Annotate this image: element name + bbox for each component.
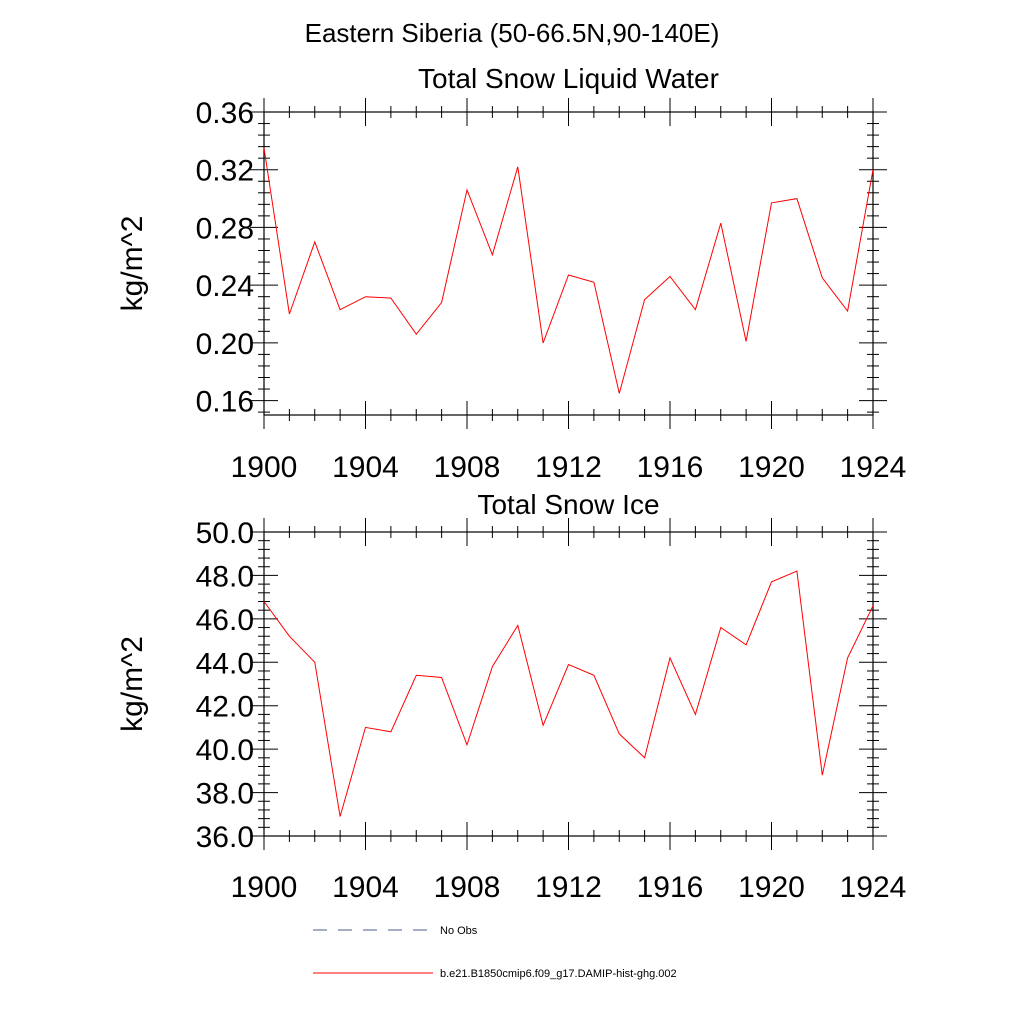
y-tick-label: 0.36 [196,97,254,130]
data-point [365,727,366,728]
x-tick-label: 1920 [738,451,805,484]
data-point [872,605,873,606]
y-tick-label: 0.16 [196,386,254,419]
chart-panel-1: Total Snow Liquid Water 1900 1904 1908 1912 1… [116,63,906,484]
data-point [720,627,721,628]
data-point [619,733,620,734]
data-point [263,601,264,602]
y-tick-label: 44.0 [196,647,254,680]
data-point [669,657,670,658]
data-point [669,276,670,277]
chart-panels: Total Snow Liquid Water 1900 1904 1908 1912 1… [116,63,906,904]
data-point [441,677,442,678]
data-point [593,282,594,283]
plot-frame [263,111,874,416]
data-point [771,581,772,582]
data-point [593,675,594,676]
data-point [492,254,493,255]
x-tick-label: 1916 [637,871,704,904]
data-point [872,169,873,170]
data-point [416,334,417,335]
data-point [390,298,391,299]
data-point [796,570,797,571]
legend-label: No Obs [440,925,478,937]
data-point [340,309,341,310]
x-tick-label: 1912 [535,451,602,484]
data-point [720,223,721,224]
data-point [543,725,544,726]
x-tick-label: 1900 [231,871,298,904]
data-point [390,731,391,732]
data-point [695,714,696,715]
data-point [822,775,823,776]
data-point [847,657,848,658]
series-line [263,148,874,394]
data-point [441,302,442,303]
x-tick-label: 1912 [535,871,602,904]
legend: No Obs b.e21.B1850cmip6.f09_g17.DAMIP-his… [313,925,677,980]
data-point [340,816,341,817]
data-point [822,277,823,278]
x-tick-label: 1916 [637,451,704,484]
data-point [517,166,518,167]
data-point [619,393,620,394]
data-point [466,744,467,745]
y-axis-label: kg/m^2 [116,636,149,732]
data-point [314,241,315,242]
y-tick-label: 38.0 [196,778,254,811]
y-tick-label: 0.32 [196,155,254,188]
y-tick-label: 36.0 [196,821,254,854]
data-point [263,147,264,148]
data-point [365,296,366,297]
data-point [314,662,315,663]
y-tick-label: 46.0 [196,604,254,637]
data-point [289,313,290,314]
x-tick-label: 1908 [434,871,501,904]
data-point [466,189,467,190]
x-tick-label: 1924 [840,451,907,484]
panel-title: Total Snow Liquid Water [418,63,719,94]
data-point [771,202,772,203]
series-line [263,570,874,817]
data-point [847,311,848,312]
y-tick-label: 40.0 [196,734,254,767]
x-tick-label: 1920 [738,871,805,904]
y-tick-label: 50.0 [196,517,254,550]
data-point [543,342,544,343]
y-tick-label: 0.24 [196,270,254,303]
data-point [644,299,645,300]
data-point [796,198,797,199]
x-tick-label: 1908 [434,451,501,484]
data-point [644,757,645,758]
data-point [568,664,569,665]
data-point [289,636,290,637]
figure-title: Eastern Siberia (50-66.5N,90-140E) [305,18,720,48]
y-tick-label: 42.0 [196,691,254,724]
y-tick-label: 0.20 [196,328,254,361]
data-point [746,341,747,342]
data-point [568,274,569,275]
x-tick-label: 1900 [231,451,298,484]
y-axis-label: kg/m^2 [116,216,149,312]
data-point [746,644,747,645]
x-tick-label: 1904 [332,451,399,484]
data-point [492,666,493,667]
data-point [517,625,518,626]
x-tick-label: 1924 [840,871,907,904]
y-tick-label: 0.28 [196,212,254,245]
data-point [416,675,417,676]
x-tick-label: 1904 [332,871,399,904]
data-point [695,309,696,310]
y-tick-label: 48.0 [196,560,254,593]
panel-title: Total Snow Ice [477,489,659,520]
chart-panel-2: Total Snow Ice 1900 1904 1908 1912 1916 1920 19… [116,489,906,904]
legend-label: b.e21.B1850cmip6.f09_g17.DAMIP-hist-ghg.… [440,968,677,980]
